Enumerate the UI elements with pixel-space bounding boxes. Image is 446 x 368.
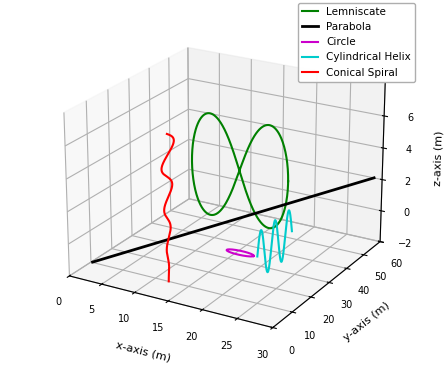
X-axis label: x-axis (m): x-axis (m) [115,340,172,364]
Y-axis label: y-axis (m): y-axis (m) [342,300,392,343]
Legend: Lemniscate, Parabola, Circle, Cylindrical Helix, Conical Spiral: Lemniscate, Parabola, Circle, Cylindrica… [298,3,415,82]
